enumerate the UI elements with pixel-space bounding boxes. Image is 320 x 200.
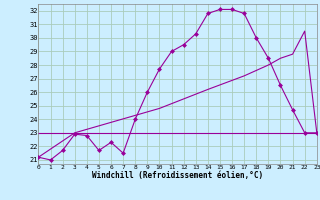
X-axis label: Windchill (Refroidissement éolien,°C): Windchill (Refroidissement éolien,°C) [92, 171, 263, 180]
